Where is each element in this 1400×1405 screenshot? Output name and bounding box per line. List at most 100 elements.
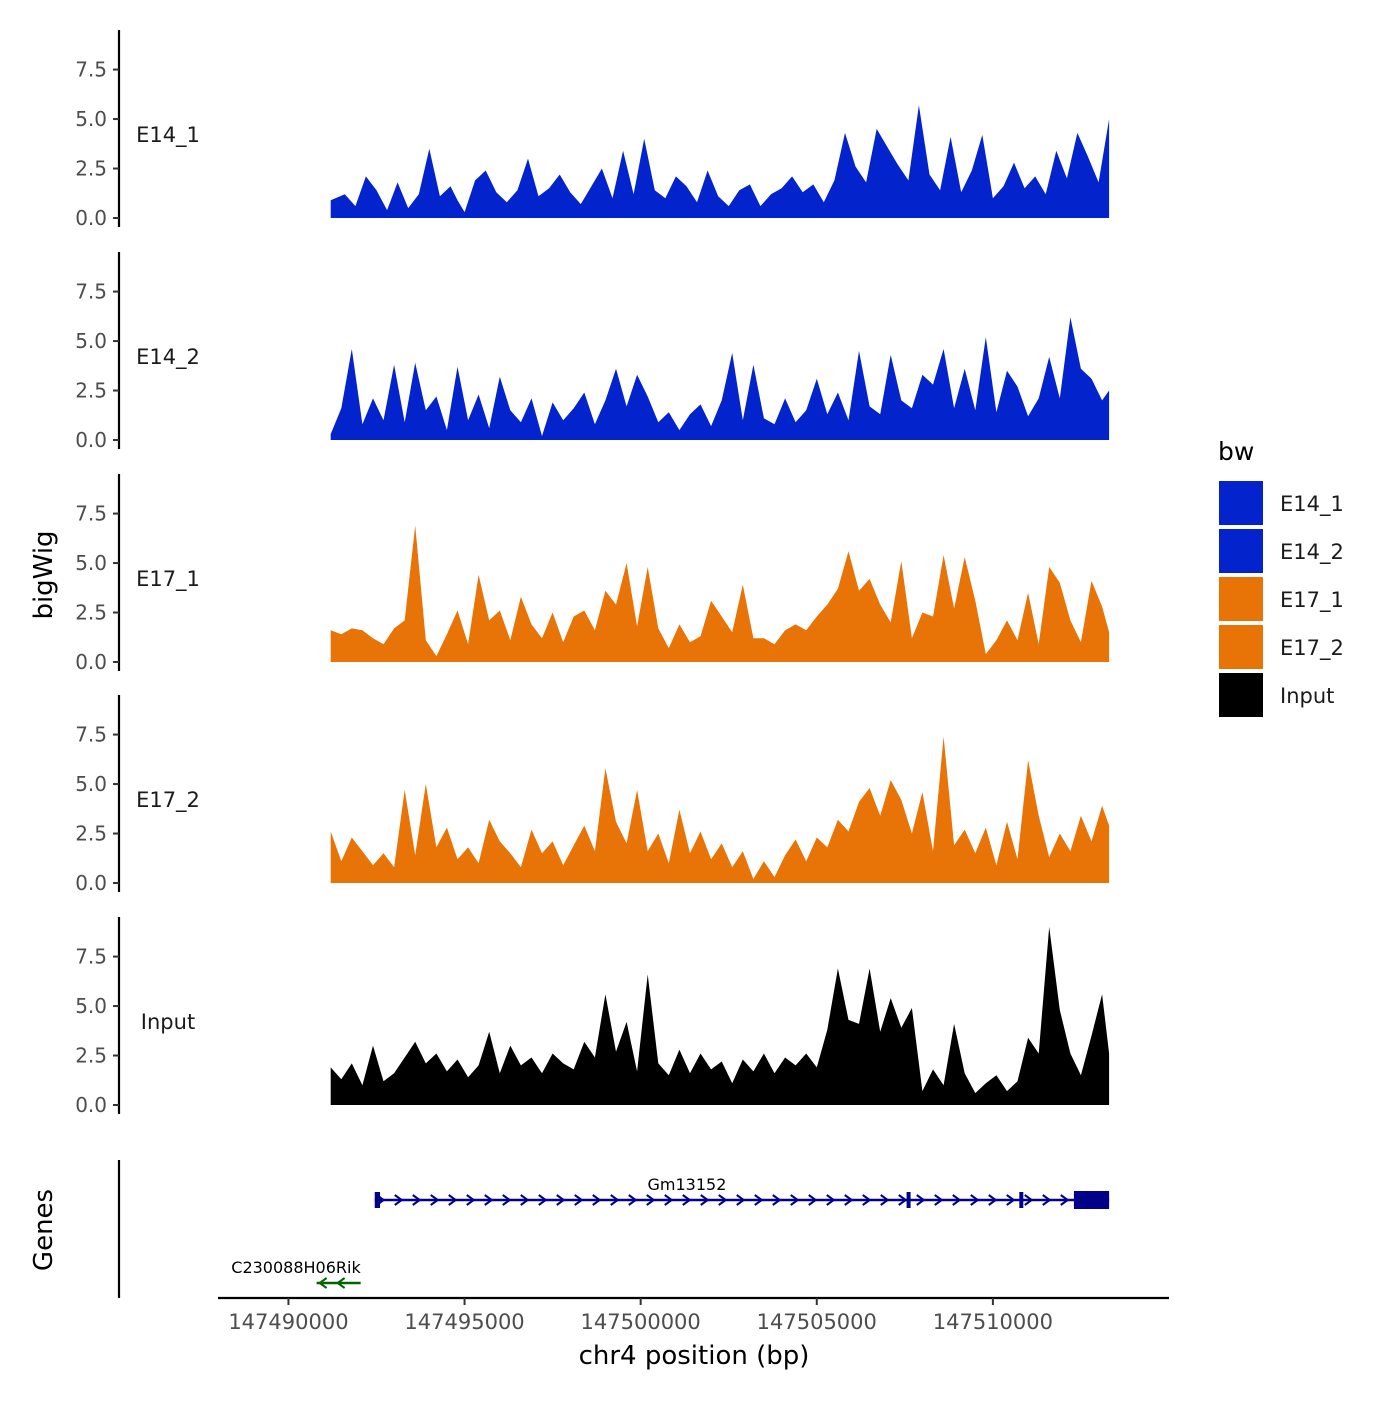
legend-swatch-Input bbox=[1219, 673, 1263, 717]
strand-arrow bbox=[592, 1194, 602, 1206]
strand-arrow bbox=[646, 1194, 656, 1206]
y-tick-label: 0.0 bbox=[75, 871, 107, 895]
y-tick-label: 2.5 bbox=[75, 601, 107, 625]
gene-exon bbox=[1073, 1191, 1110, 1209]
track-E14_2: 0.0 2.5 5.0 7.5 E14_2 bbox=[75, 252, 1110, 452]
y-tick-label: 7.5 bbox=[75, 280, 107, 304]
strand-arrow bbox=[520, 1194, 530, 1206]
x-tick-label: 147490000 bbox=[228, 1310, 348, 1334]
track-label-Input: Input bbox=[141, 1010, 195, 1034]
strand-arrow bbox=[394, 1194, 404, 1206]
track-E17_1: 0.0 2.5 5.0 7.5 E17_1 bbox=[75, 474, 1110, 674]
y-tick-label: 2.5 bbox=[75, 822, 107, 846]
strand-arrow bbox=[970, 1194, 980, 1206]
track-E14_1: 0.0 2.5 5.0 7.5 E14_1 bbox=[75, 30, 1110, 230]
y-tick-label: 7.5 bbox=[75, 723, 107, 747]
track-label-E17_2: E17_2 bbox=[136, 788, 200, 813]
legend-swatch-E17_1 bbox=[1219, 577, 1263, 621]
strand-arrow bbox=[736, 1194, 746, 1206]
y-tick-label: 0.0 bbox=[75, 428, 107, 452]
y-tick-label: 5.0 bbox=[75, 994, 107, 1018]
coverage-tracks: 0.0 2.5 5.0 7.5 E14_1 0.0 2.5 5.0 7.5 E14_2 0.0 2.5… bbox=[75, 30, 1110, 1117]
strand-arrow bbox=[538, 1194, 548, 1206]
legend-label-E14_1: E14_1 bbox=[1280, 492, 1344, 517]
strand-arrow bbox=[952, 1194, 962, 1206]
strand-arrow bbox=[1006, 1194, 1016, 1206]
y-tick-label: 5.0 bbox=[75, 551, 107, 575]
strand-arrow bbox=[808, 1194, 818, 1206]
coverage-area-E14_1 bbox=[330, 105, 1110, 218]
strand-arrow bbox=[335, 1277, 346, 1289]
y-tick-label: 7.5 bbox=[75, 945, 107, 969]
legend-label-E17_1: E17_1 bbox=[1280, 588, 1344, 613]
coverage-area-Input bbox=[330, 926, 1110, 1105]
strand-arrow bbox=[754, 1194, 764, 1206]
strand-arrow bbox=[466, 1194, 476, 1206]
gene-exon bbox=[374, 1192, 381, 1208]
strand-arrow bbox=[988, 1194, 998, 1206]
x-axis: 147490000 147495000 147500000 147505000 1475… bbox=[218, 1296, 1169, 1334]
gene-label: C230088H06Rik bbox=[231, 1258, 361, 1277]
gene-Gm13152: Gm13152 bbox=[374, 1175, 1110, 1209]
strand-arrow bbox=[844, 1194, 854, 1206]
strand-arrow bbox=[682, 1194, 692, 1206]
legend: bw E14_1 E14_2 E17_1 E17_2 Input bbox=[1218, 437, 1344, 717]
gene-exon bbox=[1019, 1192, 1024, 1208]
strand-arrow bbox=[934, 1194, 944, 1206]
gene-C230088H06Rik: C230088H06Rik bbox=[231, 1258, 361, 1289]
strand-arrow bbox=[826, 1194, 836, 1206]
y-tick-label: 0.0 bbox=[75, 1093, 107, 1117]
track-label-E14_1: E14_1 bbox=[136, 123, 200, 148]
y-tick-label: 0.0 bbox=[75, 650, 107, 674]
strand-arrow bbox=[412, 1194, 422, 1206]
legend-title: bw bbox=[1218, 437, 1254, 466]
x-tick-label: 147495000 bbox=[404, 1310, 524, 1334]
coverage-area-E17_1 bbox=[330, 525, 1110, 662]
strand-arrow bbox=[1042, 1194, 1052, 1206]
strand-arrow bbox=[574, 1194, 584, 1206]
genes-axis-title: Genes bbox=[29, 1189, 59, 1271]
strand-arrow bbox=[862, 1194, 872, 1206]
track-E17_2: 0.0 2.5 5.0 7.5 E17_2 bbox=[75, 695, 1110, 895]
legend-swatch-E14_1 bbox=[1219, 481, 1263, 525]
y-tick-label: 7.5 bbox=[75, 502, 107, 526]
x-tick-label: 147510000 bbox=[933, 1310, 1053, 1334]
y-tick-label: 0.0 bbox=[75, 206, 107, 230]
x-axis-title: chr4 position (bp) bbox=[579, 1341, 810, 1371]
strand-arrow bbox=[664, 1194, 674, 1206]
y-tick-label: 2.5 bbox=[75, 157, 107, 181]
y-tick-label: 5.0 bbox=[75, 772, 107, 796]
y-tick-label: 2.5 bbox=[75, 379, 107, 403]
legend-label-Input: Input bbox=[1280, 684, 1334, 708]
y-axis-title: bigWig bbox=[29, 530, 59, 619]
y-tick-label: 7.5 bbox=[75, 58, 107, 82]
legend-swatch-E14_2 bbox=[1219, 529, 1263, 573]
strand-arrow bbox=[628, 1194, 638, 1206]
strand-arrow bbox=[448, 1194, 458, 1206]
x-tick-label: 147505000 bbox=[757, 1310, 877, 1334]
strand-arrow bbox=[1060, 1194, 1070, 1206]
gene-label: Gm13152 bbox=[647, 1175, 726, 1194]
legend-label-E17_2: E17_2 bbox=[1280, 636, 1344, 661]
strand-arrow bbox=[610, 1194, 620, 1206]
strand-arrow bbox=[430, 1194, 440, 1206]
track-label-E17_1: E17_1 bbox=[136, 567, 200, 592]
track-Input: 0.0 2.5 5.0 7.5 Input bbox=[75, 917, 1110, 1117]
legend-swatch-E17_2 bbox=[1219, 625, 1263, 669]
x-tick-label: 147500000 bbox=[581, 1310, 701, 1334]
strand-arrow bbox=[502, 1194, 512, 1206]
coverage-area-E17_2 bbox=[330, 736, 1110, 883]
strand-arrow bbox=[1024, 1194, 1034, 1206]
gene-exon bbox=[906, 1192, 911, 1208]
strand-arrow bbox=[317, 1277, 328, 1289]
track-label-E14_2: E14_2 bbox=[136, 345, 200, 370]
y-tick-label: 5.0 bbox=[75, 107, 107, 131]
coverage-area-E14_2 bbox=[330, 317, 1110, 440]
strand-arrow bbox=[790, 1194, 800, 1206]
strand-arrow bbox=[718, 1194, 728, 1206]
y-tick-label: 2.5 bbox=[75, 1044, 107, 1068]
strand-arrow bbox=[916, 1194, 926, 1206]
strand-arrow bbox=[772, 1194, 782, 1206]
